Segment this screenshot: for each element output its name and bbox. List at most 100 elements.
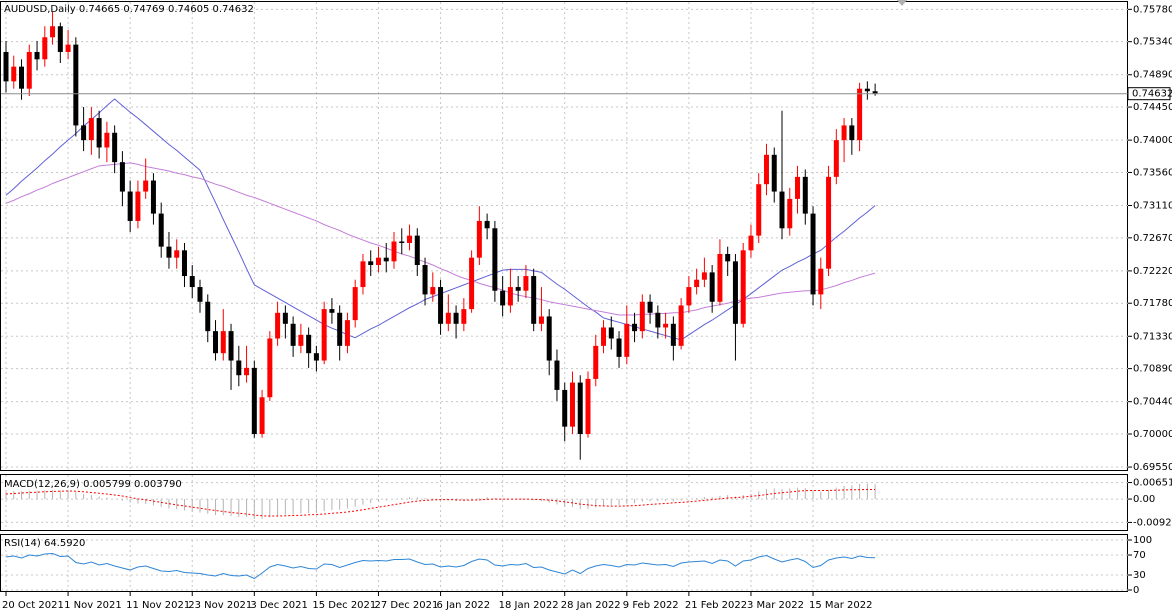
candle-body (236, 360, 242, 376)
candle-body (655, 312, 661, 328)
candle-body (787, 198, 793, 229)
candle-body (562, 389, 568, 427)
candle-body (484, 220, 490, 229)
candle-body (624, 323, 630, 357)
candle-body (267, 338, 273, 398)
candle-body (531, 276, 537, 324)
candle-body (601, 327, 607, 346)
candle-body (639, 301, 645, 332)
candle-body (352, 287, 358, 321)
candle-body (375, 257, 381, 266)
candle-body (740, 250, 746, 324)
candle-body (275, 312, 281, 339)
macd-signal-line (5, 488, 876, 517)
candle-body (810, 213, 816, 295)
candle-body (585, 378, 591, 434)
candle-body (298, 334, 304, 346)
candle-body (779, 191, 785, 229)
candle-body (461, 309, 467, 324)
y-tick-label: 0.70440 (1133, 397, 1172, 408)
y-tick-label: 0 (1133, 585, 1139, 596)
candle-body (857, 88, 863, 141)
x-tick-label: 6 Jan 2022 (437, 600, 491, 611)
last-price-box (1127, 87, 1171, 101)
candle-body (197, 287, 203, 302)
y-tick-label: 0.73560 (1133, 167, 1172, 178)
candle-body (166, 246, 172, 258)
candle-body (65, 44, 71, 52)
candle-body (3, 51, 9, 82)
candle-body (725, 254, 731, 262)
moving-average (5, 162, 876, 316)
x-tick-label: 23 Nov 2021 (188, 600, 252, 611)
y-tick-label: 0.70890 (1133, 364, 1172, 375)
x-tick-label: 20 Oct 2021 (2, 600, 64, 611)
y-tick-label: 30 (1133, 570, 1146, 581)
candle-body (701, 272, 707, 280)
candle-body (872, 91, 878, 94)
candle-body (251, 367, 257, 434)
candle-body (438, 287, 444, 324)
candle-body (119, 162, 125, 192)
candle-body (360, 261, 366, 288)
chart-title: AUDUSD,Daily 0.74665 0.74769 0.74605 0.7… (4, 4, 254, 15)
candle-body (500, 290, 506, 306)
y-tick-label: 0.006514 (1133, 478, 1172, 489)
x-tick-label: 15 Dec 2021 (312, 600, 376, 611)
candle-body (694, 279, 700, 288)
candle-body (383, 257, 389, 262)
candle-body (422, 265, 428, 295)
candle-body (50, 26, 56, 38)
candle-body (11, 66, 17, 82)
y-tick-label: 0.71330 (1133, 331, 1172, 342)
candle-body (143, 180, 149, 192)
candle-body (414, 235, 420, 266)
y-tick-label: 70 (1133, 550, 1146, 561)
candle-body (795, 176, 801, 199)
macd-title: MACD(12,26,9) 0.005799 0.003790 (4, 479, 182, 490)
x-tick-label: 11 Nov 2021 (126, 600, 190, 611)
candle-body (864, 88, 870, 92)
chart-shift-marker (897, 0, 907, 6)
x-tick-label: 9 Feb 2022 (623, 600, 679, 611)
candle-body (577, 382, 583, 434)
candle-body (313, 353, 319, 361)
candle-body (616, 338, 622, 357)
candle-body (748, 235, 754, 251)
rsi-title: RSI(14) 64.5920 (4, 538, 85, 549)
candle-body (368, 261, 374, 266)
candle-body (213, 331, 219, 354)
x-tick-label: 21 Feb 2022 (685, 600, 747, 611)
candle-body (709, 272, 715, 302)
macd-pane-frame (0, 474, 1128, 531)
candle-body (104, 132, 110, 148)
candle-body (26, 51, 32, 89)
candle-body (81, 125, 87, 141)
candle-body (189, 276, 195, 288)
x-tick-label: 27 Dec 2021 (374, 600, 438, 611)
candle-body (849, 125, 855, 141)
candle-body (717, 254, 723, 302)
candle-body (57, 26, 63, 52)
candle-body (678, 305, 684, 346)
y-tick-label: 0.72220 (1133, 266, 1172, 277)
candle-body (756, 184, 762, 236)
candle-body (329, 309, 335, 313)
y-tick-label: 0.75780 (1133, 4, 1172, 15)
candle-body (841, 125, 847, 141)
rsi-pane-frame (0, 534, 1128, 592)
candle-body (833, 140, 839, 177)
candle-body (73, 44, 79, 126)
candle-body (445, 312, 451, 324)
candle-body (112, 132, 118, 163)
labels: 0.75780 0.75340 0.74890 0.74450 0.74000 0.735… (2, 4, 1172, 611)
candle-body (407, 235, 413, 243)
y-tick-label: 0.74890 (1133, 70, 1172, 81)
candle-body (670, 323, 676, 346)
candle-body (88, 118, 94, 141)
plot-area (1, 11, 1128, 580)
candle-body (244, 367, 250, 376)
